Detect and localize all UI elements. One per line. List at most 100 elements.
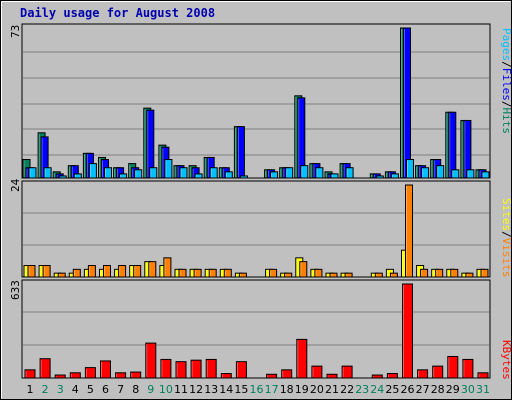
bar-sites-29 [450, 268, 459, 278]
legend-kbytes-part: KBytes [500, 340, 512, 380]
x-tick-label: 22 [340, 383, 354, 396]
x-tick-label: 11 [174, 383, 188, 396]
bar-pages-5 [88, 163, 97, 179]
bar-kbytes-15 [235, 361, 247, 379]
bar-kbytes-31 [477, 372, 489, 379]
bar-kbytes-14 [220, 373, 232, 379]
bar-kbytes-2 [39, 358, 51, 379]
bar-sites-7 [118, 265, 127, 278]
bar-sites-10 [163, 257, 172, 278]
bar-kbytes-12 [190, 359, 202, 379]
bar-pages-7 [119, 173, 128, 179]
x-tick-label: 26 [401, 383, 415, 396]
bar-pages-24 [375, 175, 384, 179]
x-tick-label: 20 [310, 383, 324, 396]
x-tick-label: 7 [117, 383, 124, 396]
bar-kbytes-9 [145, 342, 157, 379]
bar-pages-9 [149, 167, 158, 179]
legend-sites-visits: Sites/Visits [500, 198, 512, 278]
bar-pages-2 [43, 167, 52, 179]
plot-area-2 [21, 180, 491, 278]
bar-pages-3 [58, 175, 67, 179]
legend-hits-files-pages: Pages/Files/Hits [500, 28, 512, 134]
bar-kbytes-27 [417, 369, 429, 379]
bar-pages-18 [285, 167, 294, 179]
bar-sites-13 [208, 268, 217, 278]
bar-sites-14 [223, 268, 232, 278]
bar-pages-19 [300, 165, 309, 179]
bar-pages-25 [390, 173, 399, 179]
x-tick-label: 6 [102, 383, 109, 396]
bar-kbytes-29 [447, 355, 459, 379]
x-tick-label: 12 [189, 383, 203, 396]
x-tick-label: 16 [250, 383, 264, 396]
legend-sites-visits-part: Sites [500, 198, 512, 231]
bar-kbytes-6 [100, 360, 111, 379]
bar-pages-13 [209, 167, 218, 179]
bar-pages-28 [436, 165, 445, 179]
bar-kbytes-18 [281, 369, 293, 379]
bar-sites-30 [465, 272, 474, 278]
bar-pages-20 [315, 167, 324, 179]
x-tick-label: 25 [385, 383, 399, 396]
legend-sites-visits-part: / [500, 231, 512, 238]
bar-sites-6 [103, 265, 111, 278]
bar-pages-17 [270, 171, 279, 179]
bar-kbytes-3 [54, 374, 66, 379]
bar-kbytes-21 [326, 373, 338, 379]
bar-pages-22 [345, 167, 354, 179]
bar-pages-11 [179, 167, 188, 179]
bar-sites-15 [238, 272, 247, 278]
bar-pages-29 [451, 169, 460, 179]
bar-pages-4 [73, 173, 82, 179]
bar-sites-4 [72, 268, 81, 278]
x-tick-label: 27 [416, 383, 430, 396]
legend-hits-files-pages-part: Pages [500, 28, 512, 61]
bar-pages-8 [134, 169, 143, 179]
chart-title: Daily usage for August 2008 [20, 6, 215, 20]
bar-pages-27 [421, 167, 430, 179]
x-tick-label: 1 [27, 383, 34, 396]
x-tick-label: 15 [234, 383, 248, 396]
bar-sites-9 [148, 261, 157, 278]
x-tick-label: 19 [295, 383, 309, 396]
x-tick-label: 31 [476, 383, 490, 396]
legend-hits-files-pages-part: / [500, 61, 512, 68]
x-tick-label: 21 [325, 383, 339, 396]
bar-sites-22 [344, 272, 353, 278]
bar-kbytes-26 [402, 283, 413, 379]
bar-sites-26 [405, 184, 413, 278]
bar-kbytes-19 [296, 338, 308, 379]
bar-kbytes-11 [175, 361, 187, 379]
plot-area-1 [21, 23, 491, 179]
bar-pages-15 [239, 175, 248, 179]
x-tick-label: 23 [355, 383, 369, 396]
bar-pages-12 [194, 173, 203, 179]
x-tick-label: 8 [132, 383, 139, 396]
y-max-label-kbytes: 633 [9, 280, 22, 300]
bar-sites-11 [178, 268, 187, 278]
bar-kbytes-17 [266, 373, 278, 379]
bar-pages-10 [164, 159, 173, 179]
x-tick-label: 28 [431, 383, 445, 396]
x-tick-label: 30 [461, 383, 475, 396]
bar-sites-25 [389, 272, 398, 278]
x-tick-label: 9 [147, 383, 154, 396]
bar-kbytes-4 [69, 372, 81, 379]
y-max-label-hits: 73 [9, 25, 22, 38]
bar-sites-1 [27, 265, 36, 278]
bar-sites-20 [314, 268, 323, 278]
legend-kbytes: KBytes [500, 340, 512, 380]
bar-kbytes-20 [311, 365, 323, 379]
x-tick-label: 10 [159, 383, 173, 396]
bar-sites-12 [193, 268, 202, 278]
bar-sites-28 [435, 268, 444, 278]
x-tick-label: 24 [370, 383, 384, 396]
bar-kbytes-24 [371, 374, 383, 379]
bar-pages-21 [330, 173, 339, 179]
x-tick-label: 3 [57, 383, 64, 396]
bar-sites-21 [329, 272, 338, 278]
bar-kbytes-30 [462, 358, 474, 379]
bar-kbytes-5 [84, 367, 96, 379]
legend-hits-files-pages-part: Files [500, 68, 512, 101]
